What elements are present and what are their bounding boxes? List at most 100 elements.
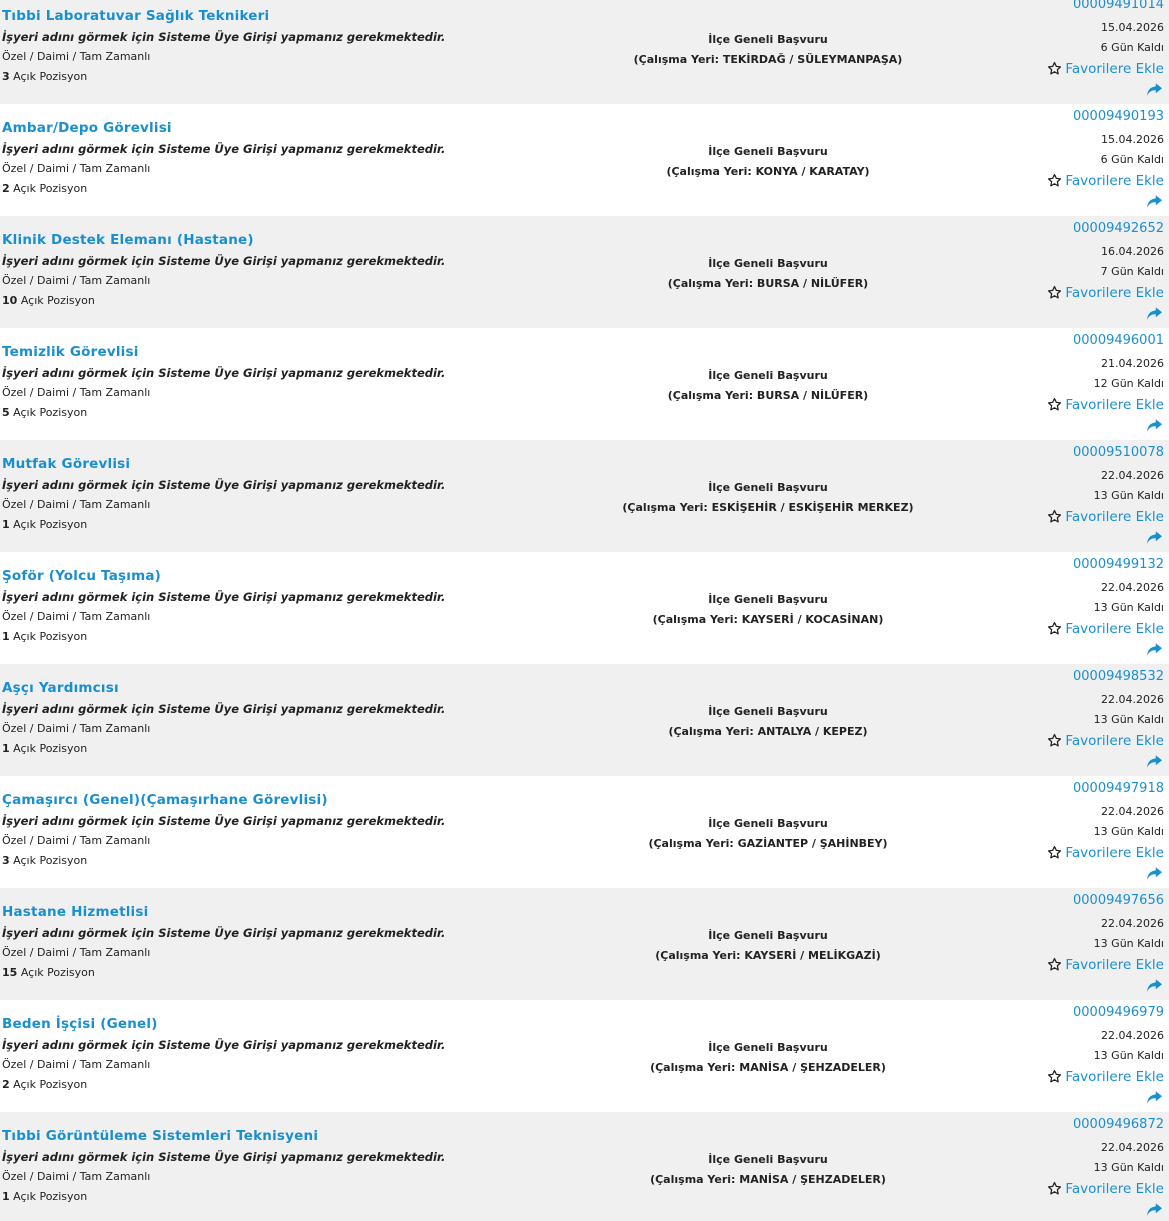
job-id-link[interactable]: 00009499132	[1073, 557, 1164, 572]
deadline-date: 22.04.2026	[1101, 693, 1164, 706]
employer-hidden-notice: İşyeri adını görmek için Sisteme Üye Gir…	[2, 30, 446, 44]
deadline-date: 15.04.2026	[1101, 21, 1164, 34]
job-id-link[interactable]: 00009497656	[1073, 893, 1164, 908]
star-icon	[1048, 397, 1062, 411]
job-title-link[interactable]: Aşçı Yardımcısı	[2, 680, 119, 696]
employer-hidden-notice: İşyeri adını görmek için Sisteme Üye Gir…	[2, 1038, 446, 1052]
share-button[interactable]	[1047, 79, 1164, 99]
job-id-link[interactable]: 00009497918	[1073, 781, 1164, 796]
position-count: 15	[2, 966, 18, 979]
position-count: 2	[2, 182, 10, 195]
job-id-link[interactable]: 00009510078	[1073, 445, 1164, 460]
share-icon	[1147, 82, 1162, 96]
employer-hidden-notice: İşyeri adını görmek için Sisteme Üye Gir…	[2, 926, 446, 940]
deadline-date: 22.04.2026	[1101, 917, 1164, 930]
positions-label: Açık Pozisyon	[13, 630, 88, 643]
job-title-link[interactable]: Şoför (Yolcu Taşıma)	[2, 568, 162, 584]
add-favorite-button[interactable]: Favorilere Ekle	[1047, 58, 1164, 79]
employer-hidden-notice: İşyeri adını görmek için Sisteme Üye Gir…	[2, 590, 446, 604]
add-favorite-button[interactable]: Favorilere Ekle	[1047, 394, 1164, 415]
deadline-date: 15.04.2026	[1101, 133, 1164, 146]
work-location: (Çalışma Yeri: TEKİRDAĞ / SÜLEYMANPAŞA)	[633, 53, 903, 66]
job-id-link[interactable]: 00009498532	[1073, 669, 1164, 684]
position-count: 1	[2, 518, 10, 531]
share-icon	[1147, 1090, 1162, 1104]
days-remaining: 13 Gün Kaldı	[1093, 937, 1164, 950]
add-favorite-button[interactable]: Favorilere Ekle	[1047, 954, 1164, 975]
job-type: Özel / Daimi / Tam Zamanlı	[2, 1058, 151, 1071]
job-type: Özel / Daimi / Tam Zamanlı	[2, 834, 151, 847]
application-scope: İlçe Geneli Başvuru	[708, 593, 828, 606]
share-button[interactable]	[1047, 303, 1164, 323]
add-favorite-button[interactable]: Favorilere Ekle	[1047, 1066, 1164, 1087]
job-title-link[interactable]: Klinik Destek Elemanı (Hastane)	[2, 232, 254, 248]
employer-hidden-notice: İşyeri adını görmek için Sisteme Üye Gir…	[2, 702, 446, 716]
add-favorite-button[interactable]: Favorilere Ekle	[1047, 506, 1164, 527]
add-favorite-button[interactable]: Favorilere Ekle	[1047, 170, 1164, 191]
add-favorite-label: Favorilere Ekle	[1065, 172, 1164, 189]
application-scope: İlçe Geneli Başvuru	[708, 33, 828, 46]
job-id-link[interactable]: 00009491014	[1073, 0, 1164, 12]
days-remaining: 6 Gün Kaldı	[1100, 153, 1164, 166]
job-id-link[interactable]: 00009490193	[1073, 109, 1164, 124]
application-scope: İlçe Geneli Başvuru	[708, 705, 828, 718]
job-title-link[interactable]: Mutfak Görevlisi	[2, 456, 131, 472]
add-favorite-label: Favorilere Ekle	[1065, 844, 1164, 861]
application-scope: İlçe Geneli Başvuru	[708, 929, 828, 942]
job-id-link[interactable]: 00009496001	[1073, 333, 1164, 348]
job-title-link[interactable]: Tıbbi Görüntüleme Sistemleri Teknisyeni	[2, 1128, 319, 1144]
job-title-link[interactable]: Hastane Hizmetlisi	[2, 904, 149, 920]
share-button[interactable]	[1047, 415, 1164, 435]
work-location: (Çalışma Yeri: KAYSERİ / KOCASİNAN)	[652, 613, 884, 626]
application-scope: İlçe Geneli Başvuru	[708, 257, 828, 270]
job-row: Ambar/Depo Görevlisi İşyeri adını görmek…	[0, 104, 1169, 216]
open-positions: 1 Açık Pozisyon	[2, 630, 445, 650]
add-favorite-label: Favorilere Ekle	[1065, 732, 1164, 749]
share-button[interactable]	[1047, 863, 1164, 883]
share-button[interactable]	[1047, 639, 1164, 659]
positions-label: Açık Pozisyon	[13, 182, 88, 195]
add-favorite-button[interactable]: Favorilere Ekle	[1047, 842, 1164, 863]
positions-label: Açık Pozisyon	[13, 70, 88, 83]
job-id-link[interactable]: 00009496979	[1073, 1005, 1164, 1020]
add-favorite-button[interactable]: Favorilere Ekle	[1047, 730, 1164, 751]
work-location: (Çalışma Yeri: MANİSA / ŞEHZADELER)	[650, 1173, 886, 1186]
job-title-link[interactable]: Çamaşırcı (Genel)(Çamaşırhane Görevlisi)	[2, 792, 328, 808]
share-button[interactable]	[1047, 751, 1164, 771]
share-button[interactable]	[1047, 1199, 1164, 1219]
days-remaining: 13 Gün Kaldı	[1093, 1161, 1164, 1174]
share-icon	[1147, 866, 1162, 880]
add-favorite-button[interactable]: Favorilere Ekle	[1047, 282, 1164, 303]
employer-hidden-notice: İşyeri adını görmek için Sisteme Üye Gir…	[2, 478, 446, 492]
job-id-link[interactable]: 00009492652	[1073, 221, 1164, 236]
job-row: Tıbbi Laboratuvar Sağlık Teknikeri İşyer…	[0, 0, 1169, 104]
deadline-date: 22.04.2026	[1101, 1141, 1164, 1154]
work-location: (Çalışma Yeri: BURSA / NİLÜFER)	[667, 389, 869, 402]
positions-label: Açık Pozisyon	[13, 1078, 88, 1091]
share-button[interactable]	[1047, 191, 1164, 211]
add-favorite-label: Favorilere Ekle	[1065, 1068, 1164, 1085]
deadline-date: 22.04.2026	[1101, 805, 1164, 818]
job-id-link[interactable]: 00009496872	[1073, 1117, 1164, 1132]
share-icon	[1147, 1202, 1162, 1216]
work-location: (Çalışma Yeri: BURSA / NİLÜFER)	[667, 277, 869, 290]
star-icon	[1048, 285, 1062, 299]
share-button[interactable]	[1047, 975, 1164, 995]
work-location: (Çalışma Yeri: ESKİŞEHİR / ESKİŞEHİR MER…	[622, 501, 914, 514]
positions-label: Açık Pozisyon	[13, 1190, 88, 1203]
share-icon	[1147, 306, 1162, 320]
position-count: 1	[2, 742, 10, 755]
position-count: 3	[2, 70, 10, 83]
job-type: Özel / Daimi / Tam Zamanlı	[2, 946, 151, 959]
share-button[interactable]	[1047, 527, 1164, 547]
add-favorite-button[interactable]: Favorilere Ekle	[1047, 618, 1164, 639]
positions-label: Açık Pozisyon	[13, 518, 88, 531]
job-title-link[interactable]: Beden İşçisi (Genel)	[2, 1016, 158, 1032]
add-favorite-button[interactable]: Favorilere Ekle	[1047, 1178, 1164, 1199]
job-title-link[interactable]: Tıbbi Laboratuvar Sağlık Teknikeri	[2, 8, 270, 24]
add-favorite-label: Favorilere Ekle	[1065, 620, 1164, 637]
share-button[interactable]	[1047, 1087, 1164, 1107]
job-title-link[interactable]: Temizlik Görevlisi	[2, 344, 139, 360]
job-title-link[interactable]: Ambar/Depo Görevlisi	[2, 120, 172, 136]
